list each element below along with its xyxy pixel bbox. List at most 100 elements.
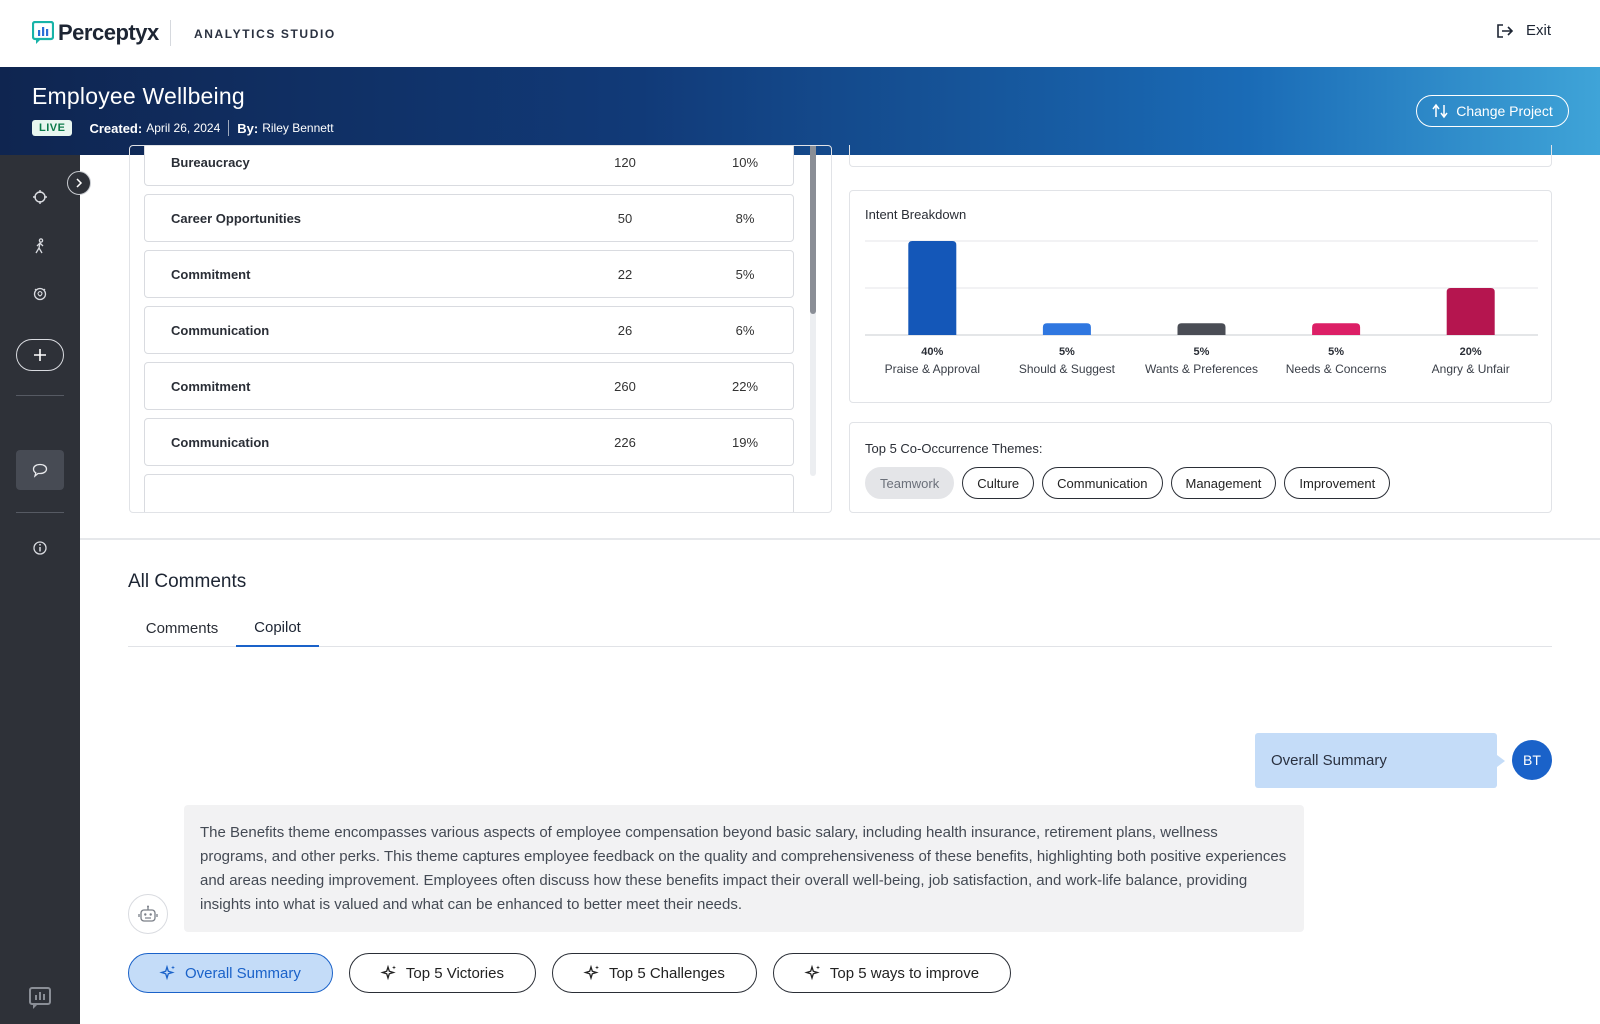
- sidebar-expand-button[interactable]: [67, 171, 91, 195]
- meta-divider: [228, 120, 230, 136]
- table-scrollbar[interactable]: [810, 146, 816, 476]
- chevron-right-icon: [76, 178, 83, 188]
- theme-name: Commitment: [171, 378, 251, 394]
- theme-chip[interactable]: Improvement: [1284, 467, 1391, 499]
- sparkle-icon: [380, 964, 396, 981]
- theme-chip[interactable]: Culture: [962, 467, 1035, 499]
- theme-percent: 5%: [735, 266, 755, 282]
- sidebar-item-targeting[interactable]: [28, 185, 52, 209]
- section-divider: [80, 538, 1600, 540]
- feedback-icon: [29, 987, 51, 1009]
- table-row[interactable]: Commitment 260 22%: [144, 362, 794, 410]
- created-label: Created:: [89, 120, 143, 136]
- bar-value-label: 5%: [1328, 346, 1344, 358]
- avatar[interactable]: BT: [1512, 740, 1552, 780]
- chart-bar[interactable]: [1042, 323, 1091, 335]
- tab-copilot[interactable]: Copilot: [236, 610, 319, 647]
- bar-value-label: 5%: [1059, 346, 1075, 358]
- theme-name: Bureaucracy: [171, 154, 250, 170]
- prompt-label: Top 5 Victories: [405, 964, 504, 982]
- scrollbar-thumb[interactable]: [810, 146, 816, 314]
- ways-to-improve-button[interactable]: Top 5 ways to improve: [772, 953, 1012, 993]
- sparkle-icon: [159, 964, 175, 981]
- sidebar: [0, 155, 80, 1024]
- table-row[interactable]: Bureaucracy 120 10%: [144, 146, 794, 186]
- theme-count: 120: [614, 154, 636, 170]
- top-victories-button[interactable]: Top 5 Victories: [348, 953, 536, 993]
- author-label: By:: [237, 120, 259, 136]
- prompt-label: Top 5 ways to improve: [829, 964, 980, 982]
- bar-category-label: Praise & Approval: [885, 362, 980, 376]
- prompt-label: Top 5 Challenges: [608, 964, 725, 982]
- lightbulb-icon: [33, 287, 47, 301]
- theme-chip[interactable]: Teamwork: [865, 467, 955, 499]
- cooccurrence-chips: Teamwork Culture Communication Managemen…: [865, 467, 1398, 499]
- change-project-button[interactable]: Change Project: [1416, 95, 1569, 127]
- intent-breakdown-card: Intent Breakdown 40% Praise & Approval 5% S…: [849, 190, 1552, 403]
- cooccurrence-title: Top 5 Co-Occurrence Themes:: [865, 441, 1043, 456]
- table-row[interactable]: Communication 26 6%: [144, 306, 794, 354]
- chart-bar[interactable]: [1312, 323, 1361, 335]
- project-meta: LIVE Created: April 26, 2024 By: Riley B…: [32, 120, 334, 136]
- exit-icon: [1497, 23, 1514, 38]
- intent-title: Intent Breakdown: [865, 207, 967, 222]
- status-badge: LIVE: [32, 120, 73, 136]
- chat-icon: [32, 463, 48, 478]
- overall-summary-button[interactable]: Overall Summary: [128, 953, 333, 993]
- logo[interactable]: Perceptyx: [32, 20, 159, 46]
- change-project-label: Change Project: [1456, 103, 1553, 119]
- sidebar-item-feedback[interactable]: [28, 986, 52, 1010]
- tab-comments[interactable]: Comments: [145, 620, 219, 637]
- comments-tabs: Comments Copilot: [128, 610, 1552, 647]
- copilot-prompts: Overall Summary Top 5 Victories Top 5 Ch…: [128, 953, 1027, 993]
- sidebar-item-journey[interactable]: [28, 234, 52, 258]
- theme-name: Communication: [171, 434, 270, 450]
- sidebar-item-insights[interactable]: [28, 282, 52, 306]
- sidebar-item-info[interactable]: [28, 536, 52, 560]
- bar-category-label: Wants & Preferences: [1145, 362, 1258, 376]
- intent-bar-chart: 40% Praise & Approval 5% Should & Suggest 5%…: [865, 240, 1538, 376]
- theme-name: Communication: [171, 322, 270, 338]
- walking-person-icon: [35, 238, 44, 254]
- theme-name: Commitment: [171, 266, 251, 282]
- all-comments-title: All Comments: [128, 571, 247, 592]
- sidebar-divider: [16, 512, 64, 513]
- sparkle-icon: [804, 964, 820, 981]
- created-value: April 26, 2024: [146, 121, 221, 135]
- header-divider: [170, 20, 171, 46]
- bar-category-label: Angry & Unfair: [1432, 362, 1510, 376]
- theme-count: 26: [617, 322, 633, 338]
- theme-percent: 8%: [735, 210, 755, 226]
- bar-value-label: 40%: [921, 346, 943, 358]
- table-row[interactable]: [144, 474, 794, 512]
- theme-count: 260: [614, 378, 636, 394]
- product-name: ANALYTICS STUDIO: [194, 27, 336, 41]
- top-bar: Perceptyx ANALYTICS STUDIO Exit: [0, 0, 1600, 67]
- info-icon: [33, 541, 47, 555]
- theme-chip[interactable]: Management: [1170, 467, 1277, 499]
- bar-category-label: Needs & Concerns: [1286, 362, 1387, 376]
- theme-count: 50: [617, 210, 633, 226]
- chart-bar[interactable]: [908, 241, 957, 335]
- chart-bar[interactable]: [1177, 323, 1226, 335]
- sidebar-add-button[interactable]: [16, 339, 64, 371]
- sidebar-item-comments[interactable]: [16, 450, 64, 490]
- prompt-label: Overall Summary: [185, 964, 301, 982]
- user-message: Overall Summary: [1255, 733, 1505, 788]
- table-row[interactable]: Communication 226 19%: [144, 418, 794, 466]
- swap-icon: [1432, 103, 1448, 119]
- table-row[interactable]: Commitment 22 5%: [144, 250, 794, 298]
- theme-count: 22: [617, 266, 633, 282]
- themes-table-card: Bureaucracy 120 10% Career Opportunities…: [129, 145, 832, 513]
- exit-button[interactable]: Exit: [1496, 22, 1551, 39]
- perceptyx-logo-icon: [32, 21, 54, 44]
- theme-percent: 6%: [735, 322, 755, 338]
- bot-avatar: [128, 894, 168, 934]
- summary-card-bottom: [849, 145, 1552, 167]
- project-banner: Employee Wellbeing LIVE Created: April 2…: [0, 67, 1600, 155]
- table-row[interactable]: Career Opportunities 50 8%: [144, 194, 794, 242]
- chart-bar[interactable]: [1446, 288, 1495, 335]
- top-challenges-button[interactable]: Top 5 Challenges: [551, 953, 757, 993]
- bar-value-label: 5%: [1194, 346, 1210, 358]
- theme-chip[interactable]: Communication: [1042, 467, 1163, 499]
